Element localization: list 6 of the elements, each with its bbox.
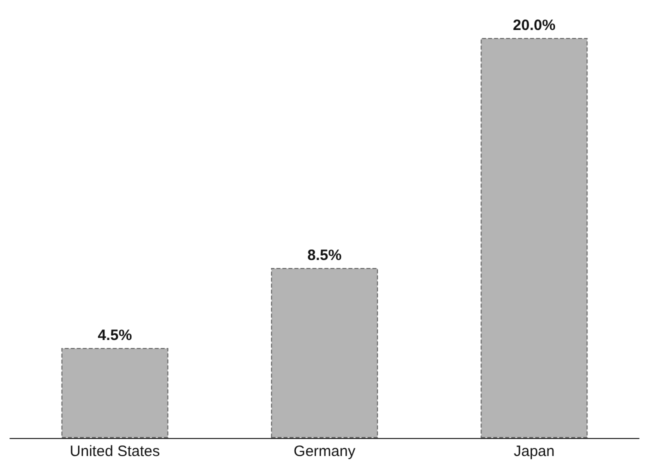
x-tick-label: Japan <box>514 443 555 460</box>
data-label: 20.0% <box>512 17 556 34</box>
data-label: 4.5% <box>98 327 132 344</box>
data-label: 8.5% <box>307 247 342 264</box>
x-tick-label: Germany <box>294 443 356 460</box>
x-tick-label: United States <box>70 443 160 460</box>
